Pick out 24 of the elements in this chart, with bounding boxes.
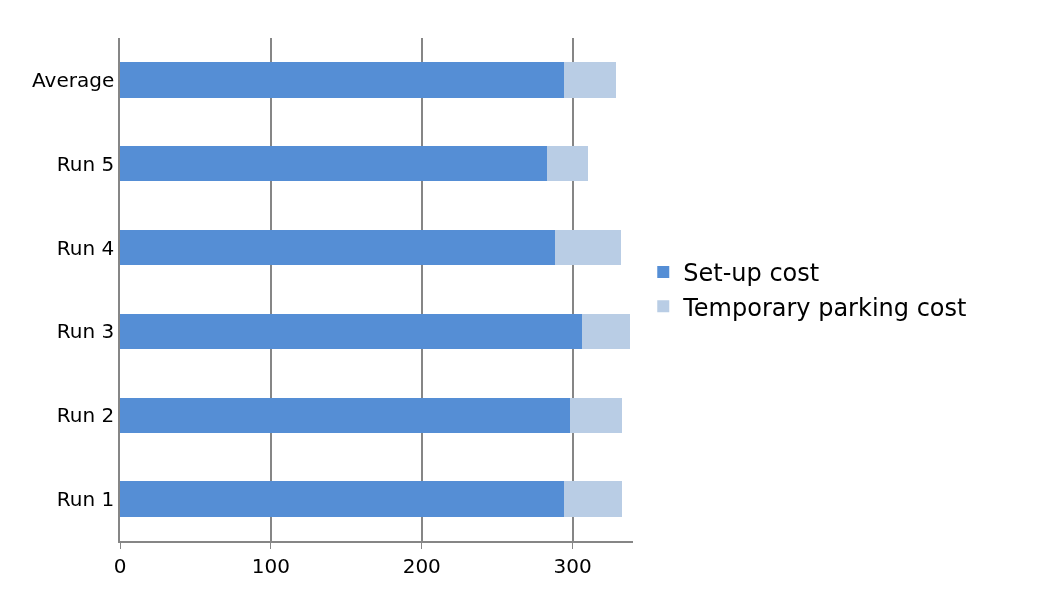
- x-tick-label: 100: [251, 553, 290, 578]
- bar: [563, 481, 623, 517]
- bar: [120, 397, 570, 433]
- bar: [120, 313, 582, 350]
- y-tick-label: Run 5: [56, 151, 115, 176]
- bar: [563, 62, 617, 98]
- legend-label: Set-up cost: [683, 259, 820, 288]
- y-tick-label: Average: [32, 67, 115, 92]
- bar: [581, 313, 630, 350]
- bar: [120, 481, 564, 517]
- bar: [547, 146, 588, 182]
- bar: [120, 146, 547, 182]
- x-tick-label: 0: [113, 553, 127, 578]
- bar: [569, 397, 623, 433]
- y-tick-label: Run 3: [56, 319, 115, 344]
- bar: [120, 229, 555, 266]
- y-tick-label: Run 1: [56, 487, 115, 512]
- y-tick-label: Run 4: [56, 235, 115, 260]
- x-tick-label: 300: [553, 553, 592, 578]
- bar: [120, 62, 564, 98]
- bar: [554, 229, 621, 266]
- x-tick-label: 200: [402, 553, 441, 578]
- y-tick-label: Run 2: [56, 403, 115, 428]
- legend-label: Temporary parking cost: [682, 293, 967, 322]
